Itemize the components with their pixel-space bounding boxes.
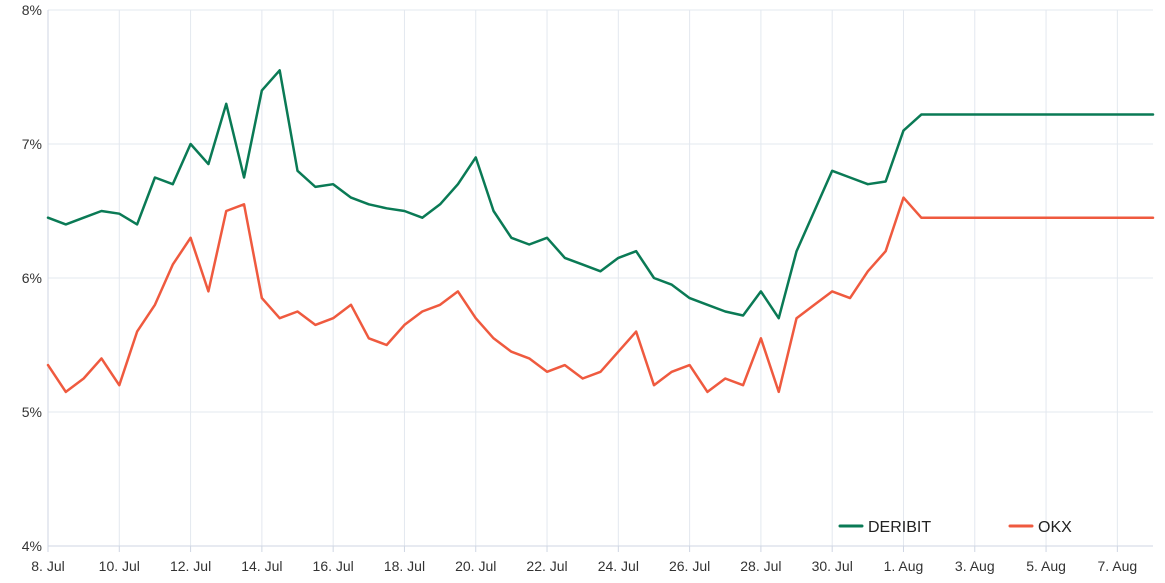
x-tick-label: 24. Jul xyxy=(598,558,639,574)
x-tick-label: 30. Jul xyxy=(812,558,853,574)
grid xyxy=(47,9,1153,552)
legend-item-okx[interactable]: OKX xyxy=(1008,519,1072,536)
y-tick-label: 6% xyxy=(22,270,42,286)
y-axis-tick-labels: 4% 5% 6% 7% 8% xyxy=(22,2,42,554)
series-line-okx xyxy=(46,196,1155,394)
y-tick-label: 5% xyxy=(22,404,42,420)
legend-label: DERIBIT xyxy=(868,519,931,536)
legend-item-deribit[interactable]: DERIBIT xyxy=(838,519,931,536)
x-tick-label: 3. Aug xyxy=(955,558,995,574)
x-tick-label: 14. Jul xyxy=(241,558,282,574)
legend: DERIBIT OKX xyxy=(838,519,1072,536)
y-tick-label: 4% xyxy=(22,538,42,554)
y-tick-label: 7% xyxy=(22,136,42,152)
x-tick-label: 5. Aug xyxy=(1026,558,1066,574)
x-tick-label: 26. Jul xyxy=(669,558,710,574)
x-tick-label: 10. Jul xyxy=(99,558,140,574)
series-lines xyxy=(46,69,1155,394)
x-tick-label: 22. Jul xyxy=(526,558,567,574)
x-tick-label: 28. Jul xyxy=(740,558,781,574)
x-tick-label: 20. Jul xyxy=(455,558,496,574)
x-tick-label: 7. Aug xyxy=(1098,558,1138,574)
x-axis-tick-labels: 8. Jul 10. Jul 12. Jul 14. Jul 16. Jul 18. Ju… xyxy=(31,558,1137,574)
x-tick-label: 8. Jul xyxy=(31,558,64,574)
x-tick-label: 12. Jul xyxy=(170,558,211,574)
series-line-deribit xyxy=(46,69,1155,320)
x-tick-label: 1. Aug xyxy=(884,558,924,574)
legend-label: OKX xyxy=(1038,519,1072,536)
y-tick-label: 8% xyxy=(22,2,42,18)
x-tick-label: 18. Jul xyxy=(384,558,425,574)
x-tick-label: 16. Jul xyxy=(313,558,354,574)
